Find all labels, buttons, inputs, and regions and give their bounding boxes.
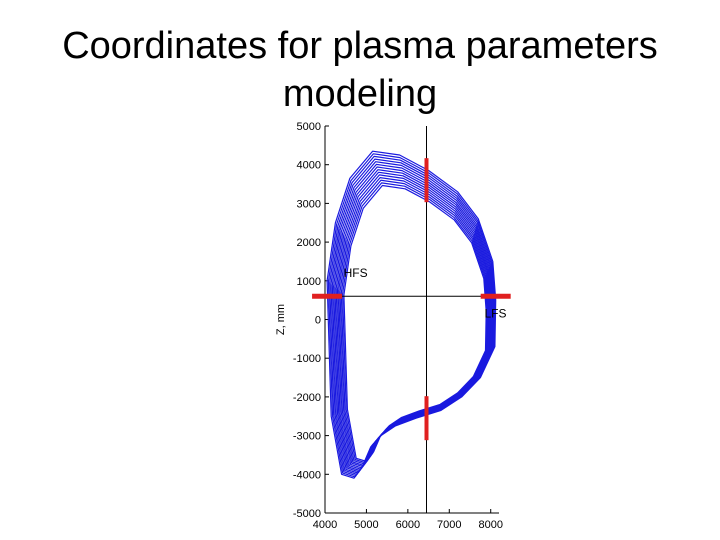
flux-surface [326,150,497,479]
chart-axes: 5000 4000 3000 2000 1000 0 -1000 -2000 -3000 -400… [275,121,503,531]
annotation-hfs: HFS [344,266,368,280]
y-tick-label: -5000 [293,508,321,520]
x-tick-label: 4000 [313,519,337,531]
y-tick-label: -2000 [293,392,321,404]
y-axis-label: Z, mm [275,304,287,335]
flux-surface [343,184,487,463]
slide-title-line-1: Coordinates for plasma parameters [62,25,658,67]
coordinate-markers [312,158,511,441]
flux-surface [327,153,496,478]
y-tick-label: 1000 [297,276,321,288]
annotation-lfs: LFS [485,307,507,321]
x-tick-label: 8000 [478,519,502,531]
slide-title: Coordinates for plasma parameters modeli… [0,22,720,118]
y-tick-label: -3000 [293,431,321,443]
y-tick-label: 5000 [297,121,321,133]
x-tick-label: 7000 [437,519,461,531]
y-tick-label: 3000 [297,198,321,210]
flux-contours [326,150,497,479]
x-tick-label: 6000 [396,519,420,531]
y-tick-label: 4000 [297,160,321,172]
y-tick-label: 0 [315,315,321,327]
chart-labels: HFS LFS [344,266,507,321]
y-tick-label: -1000 [293,353,321,365]
y-tick-label: 2000 [297,237,321,249]
y-tick-label: -4000 [293,469,321,481]
slide-title-line-2: modeling [282,73,438,115]
x-tick-label: 5000 [354,519,378,531]
